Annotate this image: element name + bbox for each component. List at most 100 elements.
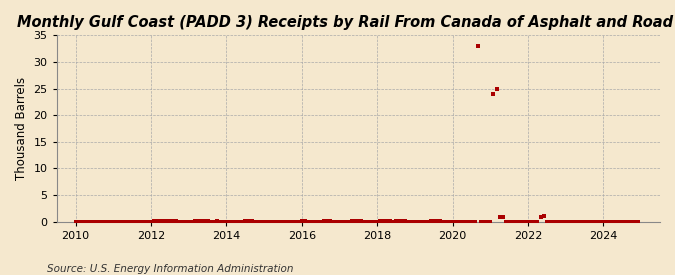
Point [133, 219, 144, 224]
Point [419, 219, 430, 224]
Point [431, 219, 442, 223]
Point [155, 219, 166, 223]
Point [397, 219, 408, 223]
Point [347, 219, 358, 223]
Point [566, 219, 577, 224]
Point [541, 219, 552, 224]
Point [227, 219, 238, 224]
Point [463, 219, 474, 224]
Point [92, 219, 103, 224]
Point [167, 219, 178, 223]
Point [560, 219, 571, 224]
Point [623, 219, 634, 224]
Point [350, 219, 360, 223]
Point [205, 219, 216, 224]
Point [246, 219, 257, 223]
Point [165, 219, 176, 223]
Point [136, 219, 147, 224]
Point [76, 219, 87, 224]
Point [221, 219, 232, 224]
Point [356, 219, 367, 223]
Point [608, 219, 618, 224]
Point [124, 219, 134, 224]
Point [378, 219, 389, 223]
Point [579, 219, 590, 224]
Point [192, 219, 203, 223]
Point [230, 219, 241, 224]
Point [551, 219, 562, 224]
Point [614, 219, 624, 224]
Point [429, 219, 439, 223]
Point [362, 219, 373, 224]
Point [127, 219, 138, 224]
Point [70, 219, 81, 224]
Point [532, 219, 543, 224]
Point [595, 219, 605, 224]
Point [412, 219, 423, 224]
Point [218, 219, 229, 224]
Point [497, 215, 508, 220]
Point [438, 219, 449, 224]
Point [215, 219, 225, 224]
Point [177, 219, 188, 224]
Point [277, 219, 288, 224]
Point [105, 219, 115, 224]
Point [479, 219, 489, 224]
Point [403, 219, 414, 224]
Point [604, 219, 615, 224]
Point [262, 219, 273, 224]
Point [202, 219, 213, 223]
Point [548, 219, 559, 224]
Point [240, 219, 250, 223]
Point [146, 219, 157, 224]
Point [268, 219, 279, 224]
Point [344, 219, 354, 224]
Point [196, 219, 207, 223]
Point [529, 219, 540, 224]
Point [296, 219, 307, 223]
Point [287, 219, 298, 224]
Point [186, 219, 197, 224]
Point [450, 219, 461, 224]
Point [249, 219, 260, 224]
Point [237, 219, 248, 224]
Point [309, 219, 320, 224]
Point [259, 219, 269, 224]
Point [513, 219, 524, 224]
Point [74, 219, 84, 224]
Point [601, 219, 612, 224]
Point [469, 219, 480, 224]
Point [359, 219, 370, 224]
Point [632, 219, 643, 224]
Point [199, 219, 210, 223]
Point [583, 219, 593, 224]
Point [576, 219, 587, 224]
Point [475, 219, 486, 224]
Point [507, 219, 518, 224]
Point [252, 219, 263, 224]
Point [142, 219, 153, 224]
Point [510, 219, 521, 224]
Point [302, 219, 313, 224]
Point [466, 219, 477, 224]
Point [161, 219, 172, 223]
Point [592, 219, 603, 224]
Point [526, 219, 537, 224]
Point [482, 219, 493, 224]
Point [375, 219, 385, 223]
Point [111, 219, 122, 224]
Point [394, 219, 404, 223]
Point [340, 219, 351, 224]
Point [190, 219, 200, 223]
Point [472, 44, 483, 48]
Point [620, 219, 631, 224]
Point [114, 219, 125, 224]
Point [425, 219, 436, 223]
Point [504, 219, 514, 224]
Point [494, 215, 505, 220]
Text: Source: U.S. Energy Information Administration: Source: U.S. Energy Information Administ… [47, 264, 294, 274]
Point [293, 219, 304, 224]
Point [184, 219, 194, 224]
Point [400, 219, 411, 223]
Point [328, 219, 339, 224]
